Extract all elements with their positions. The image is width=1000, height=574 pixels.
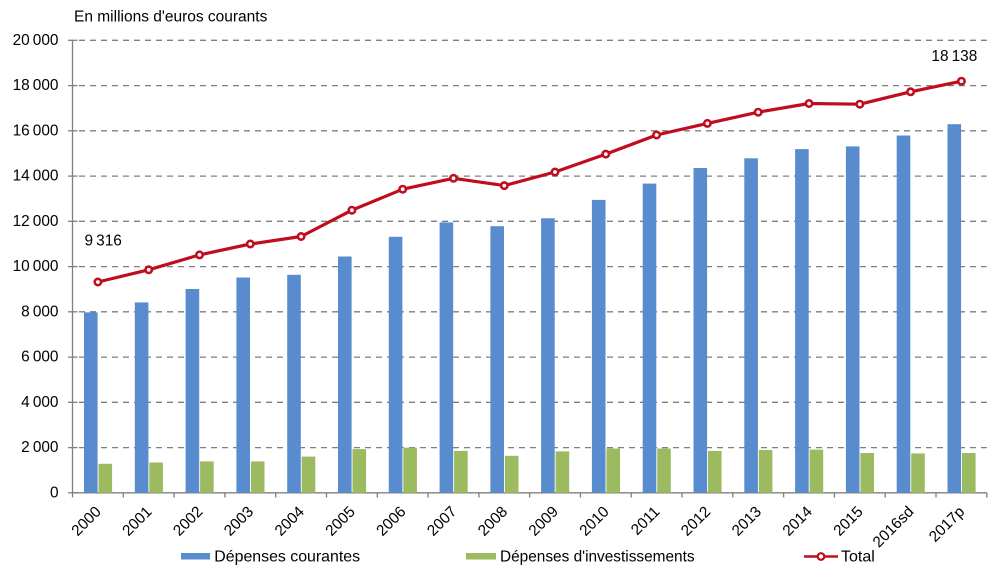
svg-text:0: 0 [50,484,59,501]
svg-text:12 000: 12 000 [13,213,59,230]
svg-text:2 000: 2 000 [21,439,58,456]
svg-text:14 000: 14 000 [13,168,59,185]
svg-text:Total: Total [841,549,875,566]
svg-text:18 000: 18 000 [13,77,59,94]
svg-text:4 000: 4 000 [21,394,58,411]
svg-text:10 000: 10 000 [13,258,59,275]
svg-text:18 138: 18 138 [931,48,977,65]
svg-text:6 000: 6 000 [21,349,58,366]
svg-text:Dépenses courantes: Dépenses courantes [214,549,360,566]
svg-text:20 000: 20 000 [13,32,59,49]
svg-text:9 316: 9 316 [85,233,122,250]
svg-text:16 000: 16 000 [13,122,59,139]
svg-text:8 000: 8 000 [21,303,58,320]
svg-text:Dépenses d'investissements: Dépenses d'investissements [500,549,695,566]
svg-text:En millions d'euros courants: En millions d'euros courants [74,8,268,25]
